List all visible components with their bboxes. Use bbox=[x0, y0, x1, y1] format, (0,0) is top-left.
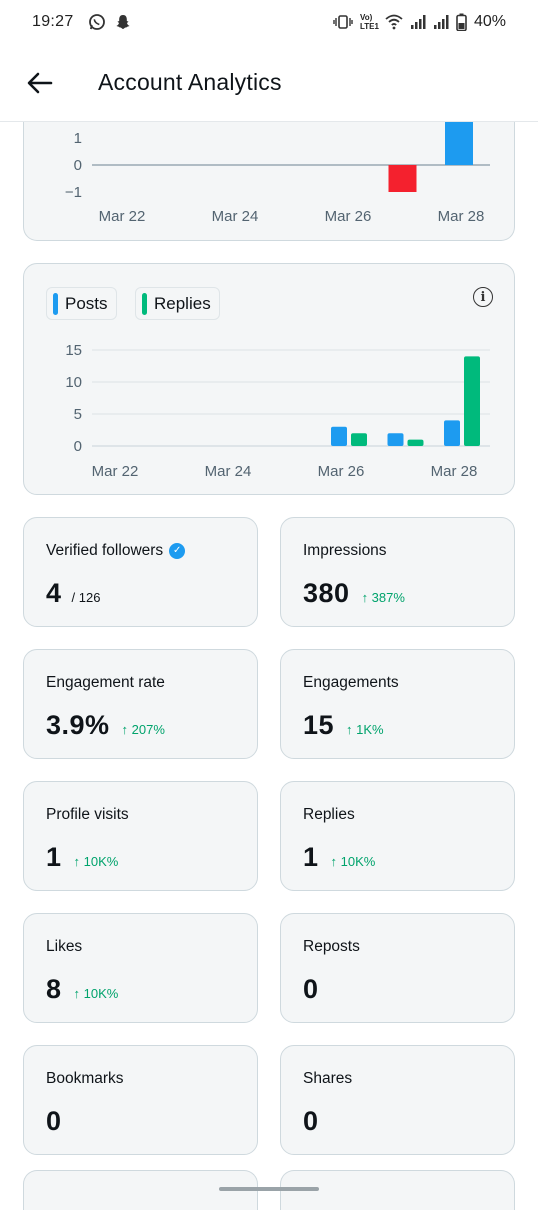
battery-percent: 40% bbox=[473, 13, 506, 30]
stat-label: Bookmarks bbox=[46, 1070, 124, 1087]
stat-value-row: 380 ↑ 387% bbox=[303, 578, 405, 609]
stat-engagement-rate[interactable]: Engagement rate 3.9% ↑ 207% bbox=[23, 649, 258, 759]
legend-replies[interactable]: Replies bbox=[135, 287, 220, 320]
stat-replies[interactable]: Replies 1 ↑ 10K% bbox=[280, 781, 515, 891]
verified-badge-icon: ✓ bbox=[169, 543, 186, 559]
replies-swatch bbox=[142, 292, 147, 315]
stat-label-wrap: Verified followers ✓ bbox=[46, 542, 186, 560]
next-row-peek bbox=[0, 1170, 538, 1210]
x-tick-label: Mar 24 bbox=[212, 208, 259, 225]
signal-icon-1 bbox=[410, 15, 426, 29]
stat-change: ↑ 10K% bbox=[330, 854, 376, 869]
x-tick-label: Mar 24 bbox=[205, 463, 252, 480]
x-tick-label: Mar 26 bbox=[318, 463, 365, 480]
stat-value: 1 bbox=[46, 842, 62, 872]
stat-label: Shares bbox=[303, 1070, 353, 1087]
bar-posts-mar-27 bbox=[387, 433, 404, 446]
stat-label: Verified followers bbox=[46, 542, 164, 559]
x-tick-label: Mar 22 bbox=[99, 208, 146, 225]
back-button[interactable] bbox=[20, 63, 60, 103]
status-time: 19:27 bbox=[32, 13, 74, 30]
page-title: Account Analytics bbox=[98, 69, 282, 95]
stat-verified-followers[interactable]: Verified followers ✓ 4 / 126 bbox=[23, 517, 258, 627]
stat-value-row: 0 bbox=[46, 1106, 62, 1137]
posts-replies-chart: 15 10 5 0 Mar 22 Mar 24 Mar 26 Mar 28 bbox=[65, 342, 490, 480]
volte-label: Vo) LTE1 bbox=[359, 13, 379, 31]
x-tick-label: Mar 28 bbox=[438, 208, 485, 225]
bar-replies-mar-26 bbox=[351, 433, 367, 446]
status-bar: 19:27 Vo) LTE1 40% bbox=[0, 0, 538, 44]
stat-label: Engagement rate bbox=[46, 674, 165, 691]
stat-impressions[interactable]: Impressions 380 ↑ 387% bbox=[280, 517, 515, 627]
snapchat-icon bbox=[116, 15, 130, 29]
stat-reposts[interactable]: Reposts 0 bbox=[280, 913, 515, 1023]
stat-value-row: 15 ↑ 1K% bbox=[303, 710, 384, 741]
home-indicator[interactable] bbox=[219, 1187, 319, 1191]
x-tick-label: Mar 22 bbox=[92, 463, 139, 480]
stat-total: / 126 bbox=[71, 590, 101, 605]
stat-bookmarks[interactable]: Bookmarks 0 bbox=[23, 1045, 258, 1155]
stat-likes[interactable]: Likes 8 ↑ 10K% bbox=[23, 913, 258, 1023]
stat-value: 3.9% bbox=[46, 710, 110, 740]
bar-replies-mar-28 bbox=[464, 356, 480, 446]
info-icon[interactable]: i bbox=[473, 287, 493, 307]
stat-change: ↑ 10K% bbox=[73, 986, 119, 1001]
y-tick-label: 0 bbox=[74, 438, 82, 455]
stat-value: 0 bbox=[303, 974, 319, 1004]
bar-mar-27 bbox=[388, 165, 417, 192]
stat-change: ↑ 1K% bbox=[346, 722, 384, 737]
x-tick-label: Mar 28 bbox=[431, 463, 478, 480]
stat-value: 0 bbox=[303, 1106, 319, 1136]
y-tick-label: −1 bbox=[65, 184, 82, 201]
stat-engagements[interactable]: Engagements 15 ↑ 1K% bbox=[280, 649, 515, 759]
arrow-left-icon bbox=[27, 72, 53, 93]
stat-profile-visits[interactable]: Profile visits 1 ↑ 10K% bbox=[23, 781, 258, 891]
stat-label: Replies bbox=[303, 806, 355, 823]
y-tick-label: 5 bbox=[74, 406, 82, 423]
stat-value: 380 bbox=[303, 578, 350, 608]
battery-icon bbox=[456, 13, 467, 31]
stat-value: 0 bbox=[46, 1106, 62, 1136]
stat-change: ↑ 387% bbox=[361, 590, 405, 605]
stat-label: Impressions bbox=[303, 542, 387, 559]
whatsapp-icon bbox=[88, 14, 105, 30]
wifi-icon bbox=[385, 14, 403, 30]
stat-value-row: 3.9% ↑ 207% bbox=[46, 710, 165, 741]
stat-value-row: 4 / 126 bbox=[46, 578, 100, 609]
stat-change: ↑ 10K% bbox=[73, 854, 119, 869]
y-tick-label: 10 bbox=[65, 374, 82, 391]
bar-posts-mar-26 bbox=[331, 426, 347, 446]
stat-value-row: 1 ↑ 10K% bbox=[46, 842, 118, 873]
signal-icon-2 bbox=[433, 15, 449, 29]
stat-value-row: 0 bbox=[303, 974, 319, 1005]
y-tick-label: 15 bbox=[65, 342, 82, 359]
legend-posts-label: Posts bbox=[65, 293, 108, 313]
stat-label: Likes bbox=[46, 938, 83, 955]
legend-posts[interactable]: Posts bbox=[46, 287, 117, 320]
bar-replies-mar-27 bbox=[407, 439, 424, 446]
stat-value-row: 8 ↑ 10K% bbox=[46, 974, 118, 1005]
y-tick-label: 0 bbox=[74, 157, 82, 174]
stat-label: Profile visits bbox=[46, 806, 129, 823]
x-tick-label: Mar 26 bbox=[325, 208, 372, 225]
stat-change: ↑ 207% bbox=[121, 722, 165, 737]
stat-value: 1 bbox=[303, 842, 319, 872]
stat-value: 8 bbox=[46, 974, 62, 1004]
bar-posts-mar-28 bbox=[444, 420, 460, 446]
posts-replies-chart-card: Posts Replies i 15 10 5 0 Mar 22 Mar 24 Mar 26… bbox=[23, 263, 515, 495]
vibrate-icon bbox=[333, 15, 353, 29]
legend-replies-label: Replies bbox=[154, 293, 211, 313]
stat-value: 4 bbox=[46, 578, 62, 608]
stat-value: 15 bbox=[303, 710, 335, 740]
posts-swatch bbox=[53, 292, 58, 315]
y-tick-label: 1 bbox=[74, 130, 82, 147]
app-header: Account Analytics bbox=[0, 44, 538, 122]
stat-value-row: 0 bbox=[303, 1106, 319, 1137]
stat-label: Reposts bbox=[303, 938, 360, 955]
stat-label: Engagements bbox=[303, 674, 399, 691]
stat-value-row: 1 ↑ 10K% bbox=[303, 842, 375, 873]
stat-shares[interactable]: Shares 0 bbox=[280, 1045, 515, 1155]
